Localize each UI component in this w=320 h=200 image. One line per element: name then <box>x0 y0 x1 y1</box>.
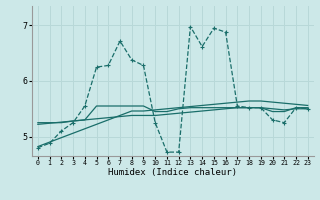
X-axis label: Humidex (Indice chaleur): Humidex (Indice chaleur) <box>108 168 237 177</box>
